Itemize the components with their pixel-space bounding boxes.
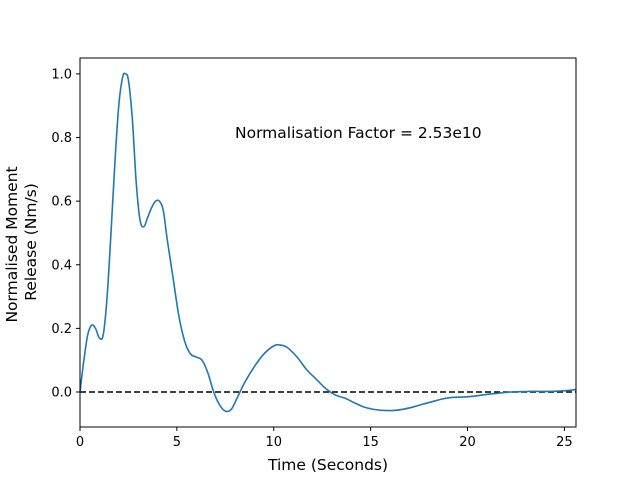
x-axis-ticks: 0 5 10 15 20 25 <box>76 427 573 450</box>
y-tick-label: 1.0 <box>51 67 72 82</box>
x-tick-label: 25 <box>556 435 573 450</box>
plot-frame <box>79 57 577 428</box>
annotation-text: Normalisation Factor = 2.53e10 <box>235 124 482 142</box>
y-axis-label: Normalised Moment Release (Nm/s) <box>3 161 40 322</box>
x-tick-label: 5 <box>173 435 181 450</box>
y-axis-label-line-2: Release (Nm/s) <box>22 183 40 301</box>
x-tick-label: 15 <box>362 435 379 450</box>
y-tick-label: 0.8 <box>51 131 72 146</box>
x-tick-label: 10 <box>265 435 282 450</box>
y-tick-label: 0.2 <box>51 322 72 337</box>
x-tick-label: 0 <box>76 435 84 450</box>
y-tick-label: 0.4 <box>51 258 72 273</box>
y-tick-label: 0.0 <box>51 386 72 401</box>
moment-release-series-line <box>79 72 577 413</box>
y-axis-label-line-1: Normalised Moment <box>3 166 21 322</box>
y-axis-ticks: 0.0 0.2 0.4 0.6 0.8 1.0 <box>51 67 80 401</box>
x-axis-label: Time (Seconds) <box>267 456 388 474</box>
x-tick-label: 20 <box>459 435 476 450</box>
y-tick-label: 0.6 <box>51 195 72 210</box>
plot-background <box>80 58 576 427</box>
series-group <box>79 72 577 413</box>
